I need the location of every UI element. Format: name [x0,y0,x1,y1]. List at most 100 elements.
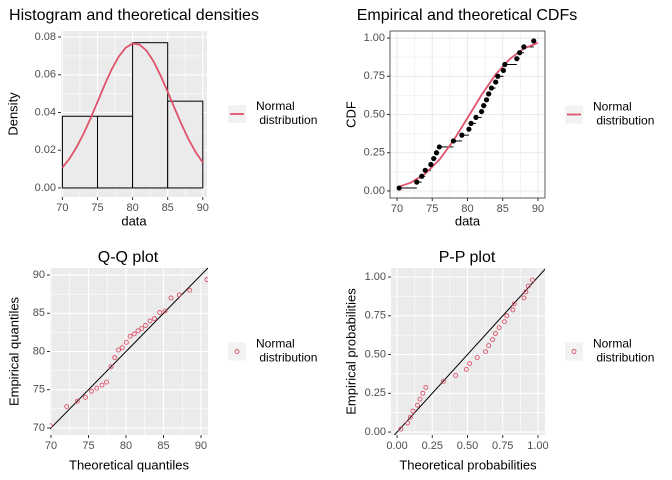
point [492,331,498,337]
y-tick-label: 0.08 [35,31,56,43]
x-tick-label: 0.50 [457,440,478,452]
point [112,355,118,361]
point [420,390,426,396]
point [89,388,94,394]
y-tick-label: 0.50 [364,108,385,120]
y-tick-label: 0.06 [35,69,56,81]
point [510,307,516,313]
ecdf-point [414,179,420,185]
bar [167,100,204,189]
x-tick-label: 75 [426,203,438,215]
chart-title: P-P plot [439,249,496,266]
x-tick-label: 75 [82,440,94,452]
y-axis-title: Density [5,92,20,136]
y-tick-label: 0.50 [365,348,386,360]
point [410,408,416,414]
ecdf-point [517,50,523,56]
x-tick-label: 85 [157,440,169,452]
ecdf-point [514,56,520,62]
bar [97,115,134,189]
x-tick-label: 70 [391,203,403,215]
ecdf-point [495,73,501,79]
y-tick-label: 0.25 [365,387,386,399]
y-tick-label: 0.02 [35,144,56,156]
point [108,364,114,370]
ecdf-point [431,155,437,162]
plot-area [393,268,545,435]
point [143,323,148,328]
x-tick-label: 0.25 [422,440,443,452]
x-axis-title: Theoretical quantiles [69,457,189,472]
ecdf-point [473,114,479,121]
panel-border [389,30,546,199]
point [415,402,420,408]
point [474,355,480,360]
x-tick-label: 85 [162,202,174,214]
point [99,382,105,388]
plot-area [61,42,204,189]
point [483,349,488,355]
point [204,277,208,283]
point [64,404,70,410]
ecdf-point [396,185,402,191]
ecdf-point [450,138,457,144]
point [453,373,459,378]
x-tick-label: 80 [126,202,138,214]
legend-key [228,342,246,361]
x-axis-title: data [121,213,147,228]
y-tick-label: 0.04 [35,106,56,118]
y-axis-title: Empirical quantiles [6,296,21,406]
ecdf-point [486,91,492,97]
y-tick-label: 85 [33,307,45,319]
bar [61,115,98,189]
ecdf-point [466,126,472,132]
ecdf-point [521,44,527,50]
y-tick-label: 75 [33,384,45,396]
point [116,347,121,353]
point [123,339,129,345]
point [521,295,527,301]
chart-title: Histogram and theoretical densities [9,7,259,24]
y-axis-title: CDF [343,101,358,128]
x-axis-title: data [455,213,481,228]
ecdf-point [422,167,428,173]
x-tick-label: 70 [45,440,57,452]
ecdf-point [468,120,474,126]
legend-label: Normal distribution [593,100,654,128]
point [152,316,157,322]
x-tick-label: 0.75 [492,440,513,452]
point [423,384,429,390]
ecdf-point [481,103,487,109]
point [119,345,125,351]
point [127,333,133,339]
point [147,318,153,324]
ecdf-point [436,144,442,150]
y-tick-label: 1.00 [365,271,386,283]
x-axis-title: Theoretical probabilities [399,457,537,472]
density-curve [61,42,204,169]
ecdf-point [459,132,465,138]
point [157,310,163,315]
point [187,287,193,293]
x-tick-label: 80 [120,440,132,452]
reference-line [393,268,545,435]
ecdf-point [500,67,507,74]
point [525,283,531,289]
legend-symbol [571,349,577,354]
plot-area [396,38,539,191]
point [501,319,507,325]
x-tick-label: 1.00 [527,440,548,452]
point [496,325,502,331]
x-tick-label: 90 [532,203,544,215]
point [168,295,174,301]
point [83,394,88,400]
point [467,361,473,366]
ecdf-point [502,61,508,68]
ecdf-point [478,108,485,115]
point [104,379,109,385]
ecdf-point [493,79,499,85]
point [529,277,535,283]
chart-title: Q-Q plot [98,249,159,266]
y-tick-label: 0.75 [364,70,385,82]
